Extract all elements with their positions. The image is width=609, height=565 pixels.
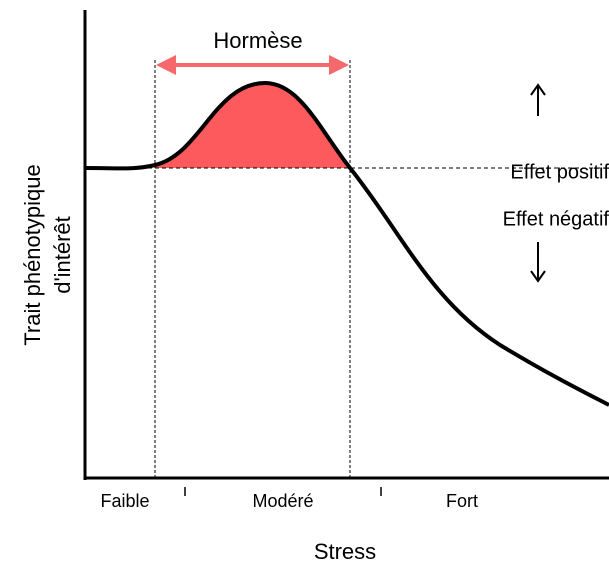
zone-label: Modéré (252, 491, 313, 511)
x-axis-label: Stress (314, 539, 376, 564)
zone-label: Fort (446, 491, 478, 511)
y-axis-label: d'intérêt (50, 216, 75, 294)
response-curve (84, 80, 609, 407)
zone-label: Faible (100, 491, 149, 511)
positive-effect: Effet positif (510, 161, 609, 183)
title: Hormèse (213, 28, 302, 53)
negative-effect: Effet négatif (503, 208, 609, 230)
up-arrow (530, 83, 546, 116)
down-arrow (530, 242, 546, 283)
y-axis-label: Trait phénotypique (20, 164, 45, 345)
